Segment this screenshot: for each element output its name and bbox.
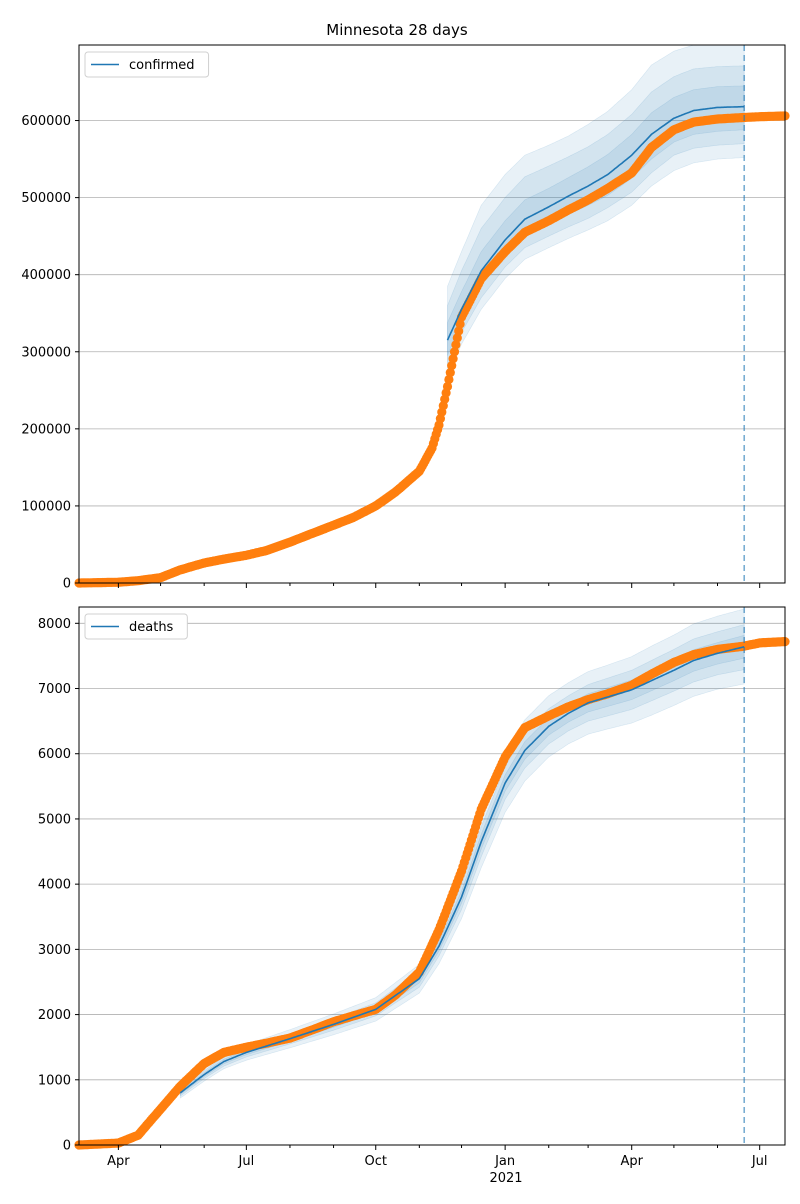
deaths-gridlines	[79, 622, 785, 1146]
confirmed-observed-points	[74, 111, 790, 588]
confirmed-observed-point	[451, 340, 461, 350]
confirmed-observed-point	[445, 368, 455, 378]
confirmed-band-2	[447, 65, 745, 368]
deaths-y-tick-label: 0	[63, 1139, 71, 1154]
deaths-x-tick-label: Apr	[620, 1154, 643, 1169]
confirmed-observed-point	[442, 381, 453, 392]
confirmed-model-line-group	[446, 105, 745, 341]
confirmed-observed-point	[454, 326, 464, 336]
deaths-axes-frame	[78, 606, 786, 1146]
confirmed-y-ticks: 0 100000 200000 300000 400000 500000 600000	[21, 114, 79, 592]
confirmed-y-tick-label: 200000	[21, 422, 71, 437]
deaths-x-tick-label: Oct	[365, 1154, 387, 1169]
deaths-observed-points	[74, 637, 790, 1150]
deaths-legend-box	[84, 613, 188, 640]
confirmed-y-tick-label: 0	[63, 577, 71, 592]
deaths-y-tick-label: 2000	[38, 1008, 71, 1023]
confirmed-y-tick-label: 400000	[21, 268, 71, 283]
confirmed-observed-point	[449, 347, 460, 357]
confirmed-y-tick-label: 300000	[21, 345, 71, 360]
deaths-model-line	[179, 646, 745, 1094]
confirmed-confidence-bands	[447, 44, 745, 379]
deaths-x-tick-label: Apr	[107, 1154, 130, 1169]
confirmed-observed-point	[455, 319, 465, 329]
confirmed-legend: confirmed	[84, 51, 210, 78]
deaths-x-tick-label: Jan	[494, 1154, 515, 1169]
deaths-model-line-group	[179, 646, 745, 1094]
deaths-y-tick-label: 7000	[38, 682, 71, 697]
chart-title: Minnesota 28 days	[326, 21, 468, 39]
deaths-y-tick-label: 6000	[38, 747, 71, 762]
deaths-y-tick-label: 8000	[38, 617, 71, 632]
deaths-legend-label: deaths	[129, 620, 174, 635]
confirmed-y-tick-label: 100000	[21, 499, 71, 514]
deaths-panel: 0 1000 2000 3000 4000 5000 6000 7000 8000 Apr Jul…	[38, 606, 790, 1169]
deaths-confidence-bands	[180, 608, 745, 1099]
confirmed-y-tick-label: 500000	[21, 191, 71, 206]
confirmed-observed-point	[448, 354, 458, 364]
deaths-y-tick-label: 3000	[38, 943, 71, 958]
deaths-x-tick-label: Jul	[751, 1154, 768, 1169]
confirmed-legend-box	[84, 51, 210, 78]
confirmed-legend-label: confirmed	[129, 58, 195, 73]
confirmed-gridlines	[79, 120, 785, 584]
confirmed-observed-point	[452, 333, 462, 343]
confirmed-x-ticks	[117, 583, 761, 588]
x-year-label: 2021	[489, 1171, 522, 1186]
confirmed-model-line	[446, 105, 745, 341]
confirmed-panel: 0 100000 200000 300000 400000 500000 600000 co…	[21, 44, 790, 592]
deaths-y-ticks: 0 1000 2000 3000 4000 5000 6000 7000 8000	[38, 617, 79, 1154]
deaths-y-tick-label: 5000	[38, 812, 71, 827]
deaths-x-ticks: Apr Jul Oct Jan Apr Jul	[107, 1145, 768, 1169]
deaths-legend: deaths	[84, 613, 188, 640]
deaths-x-tick-label: Jul	[238, 1154, 255, 1169]
confirmed-observed-point	[444, 374, 454, 385]
confirmed-observed-point	[447, 361, 457, 371]
confirmed-y-tick-label: 600000	[21, 114, 71, 129]
deaths-y-tick-label: 4000	[38, 878, 71, 893]
confirmed-axes-frame	[78, 44, 786, 584]
deaths-y-tick-label: 1000	[38, 1073, 71, 1088]
